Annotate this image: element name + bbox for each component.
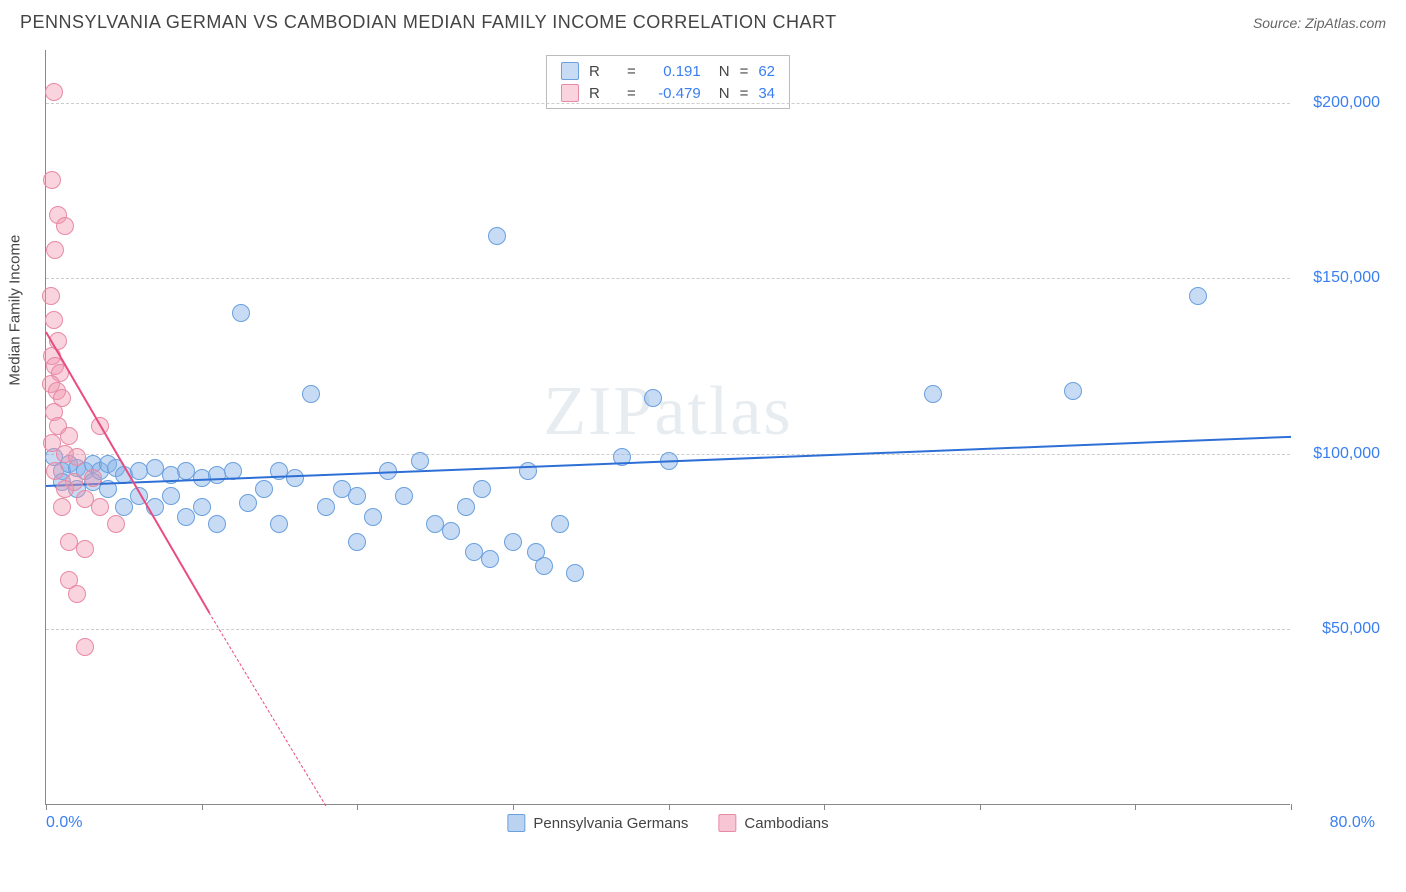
data-point: [1189, 287, 1207, 305]
data-point: [56, 480, 74, 498]
data-point: [208, 515, 226, 533]
data-point: [56, 217, 74, 235]
data-point: [84, 469, 102, 487]
n-label: N: [719, 63, 730, 80]
data-point: [286, 469, 304, 487]
data-point: [115, 498, 133, 516]
data-point: [91, 498, 109, 516]
chart-title: PENNSYLVANIA GERMAN VS CAMBODIAN MEDIAN …: [20, 12, 837, 33]
legend-swatch: [718, 814, 736, 832]
legend-stat-row: R=-0.479N=34: [547, 82, 789, 104]
data-point: [535, 557, 553, 575]
legend-item: Cambodians: [718, 814, 828, 832]
y-axis-title: Median Family Income: [7, 235, 24, 386]
legend-label: Cambodians: [744, 815, 828, 832]
legend-swatch: [507, 814, 525, 832]
data-point: [473, 480, 491, 498]
legend-stat-row: R=0.191N=62: [547, 60, 789, 82]
data-point: [177, 508, 195, 526]
data-point: [1064, 382, 1082, 400]
x-tick: [513, 804, 514, 810]
x-tick: [824, 804, 825, 810]
watermark: ZIPatlas: [543, 372, 792, 452]
data-point: [53, 498, 71, 516]
legend-label: Pennsylvania Germans: [533, 815, 688, 832]
data-point: [270, 515, 288, 533]
legend-swatch: [561, 62, 579, 80]
y-tick-label: $50,000: [1322, 620, 1380, 638]
x-tick: [46, 804, 47, 810]
data-point: [68, 448, 86, 466]
chart-container: Median Family Income ZIPatlas R=0.191N=6…: [45, 50, 1385, 840]
data-point: [348, 533, 366, 551]
gridline-h: [46, 103, 1290, 104]
x-tick: [980, 804, 981, 810]
data-point: [317, 498, 335, 516]
data-point: [46, 241, 64, 259]
data-point: [644, 389, 662, 407]
x-tick: [1291, 804, 1292, 810]
data-point: [107, 515, 125, 533]
data-point: [45, 311, 63, 329]
legend-correlation-box: R=0.191N=62R=-0.479N=34: [546, 55, 790, 109]
r-label: R: [589, 63, 617, 80]
y-tick-label: $200,000: [1313, 94, 1380, 112]
r-value: -0.479: [646, 85, 701, 102]
data-point: [232, 304, 250, 322]
data-point: [504, 533, 522, 551]
plot-area: ZIPatlas R=0.191N=62R=-0.479N=34 0.0% 80…: [45, 50, 1290, 805]
data-point: [566, 564, 584, 582]
data-point: [68, 585, 86, 603]
source-label: Source: ZipAtlas.com: [1253, 15, 1386, 31]
data-point: [239, 494, 257, 512]
data-point: [42, 287, 60, 305]
legend-swatch: [561, 84, 579, 102]
n-value: 34: [758, 85, 775, 102]
y-tick-label: $150,000: [1313, 269, 1380, 287]
gridline-h: [46, 278, 1290, 279]
data-point: [162, 487, 180, 505]
trendline-extrapolated: [209, 612, 327, 806]
data-point: [255, 480, 273, 498]
r-value: 0.191: [646, 63, 701, 80]
r-label: R: [589, 85, 617, 102]
data-point: [302, 385, 320, 403]
data-point: [348, 487, 366, 505]
data-point: [45, 83, 63, 101]
legend-item: Pennsylvania Germans: [507, 814, 688, 832]
data-point: [924, 385, 942, 403]
n-value: 62: [758, 63, 775, 80]
data-point: [46, 462, 64, 480]
n-label: N: [719, 85, 730, 102]
y-tick-label: $100,000: [1313, 445, 1380, 463]
data-point: [395, 487, 413, 505]
legend-series: Pennsylvania Germans Cambodians: [507, 814, 828, 832]
gridline-h: [46, 629, 1290, 630]
data-point: [43, 171, 61, 189]
data-point: [60, 427, 78, 445]
data-point: [457, 498, 475, 516]
data-point: [481, 550, 499, 568]
x-tick: [669, 804, 670, 810]
x-axis-max-label: 80.0%: [1330, 814, 1375, 832]
data-point: [364, 508, 382, 526]
data-point: [193, 498, 211, 516]
x-tick: [357, 804, 358, 810]
data-point: [488, 227, 506, 245]
x-axis-min-label: 0.0%: [46, 814, 82, 832]
data-point: [411, 452, 429, 470]
data-point: [76, 638, 94, 656]
data-point: [76, 540, 94, 558]
x-tick: [202, 804, 203, 810]
data-point: [442, 522, 460, 540]
data-point: [551, 515, 569, 533]
x-tick: [1135, 804, 1136, 810]
